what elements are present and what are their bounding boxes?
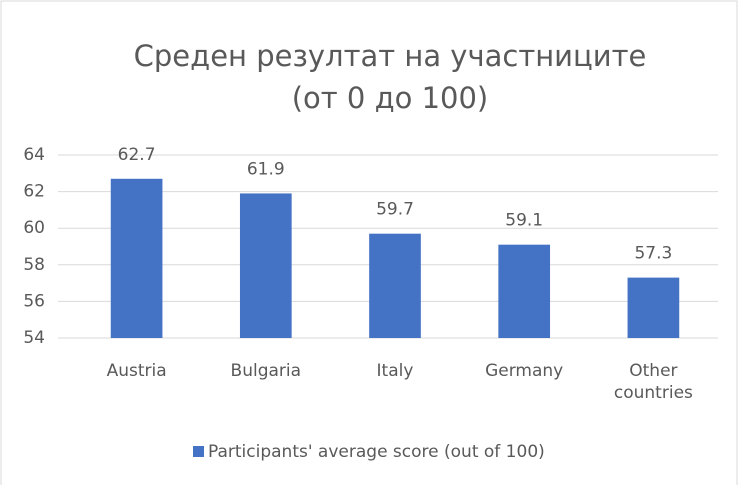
bar — [110, 178, 163, 338]
bar — [369, 233, 421, 338]
x-tick-label: Austria — [106, 361, 167, 381]
legend-label: Participants' average score (out of 100) — [208, 442, 545, 462]
legend-swatch — [193, 446, 204, 457]
data-label: 62.7 — [118, 145, 156, 165]
x-tick-label: Germany — [485, 361, 564, 381]
bar — [627, 277, 680, 338]
y-tick-label: 54 — [23, 328, 45, 348]
y-tick-label: 62 — [23, 182, 45, 202]
x-tick-label: Bulgaria — [230, 361, 302, 381]
data-label: 59.7 — [376, 200, 414, 220]
chart-title: Среден резултат на участниците — [134, 39, 647, 73]
y-tick-label: 60 — [23, 218, 45, 238]
bar — [239, 193, 292, 338]
bar — [498, 244, 551, 338]
data-label: 57.3 — [634, 244, 672, 264]
y-tick-label: 58 — [23, 255, 45, 275]
chart-title: (от 0 до 100) — [292, 81, 489, 115]
y-tick-label: 64 — [23, 145, 45, 165]
y-tick-label: 56 — [23, 291, 45, 311]
x-tick-label: Other countries — [613, 361, 693, 403]
data-label: 59.1 — [505, 211, 543, 231]
x-tick-label: Italy — [376, 361, 414, 381]
data-label: 61.9 — [247, 159, 285, 179]
